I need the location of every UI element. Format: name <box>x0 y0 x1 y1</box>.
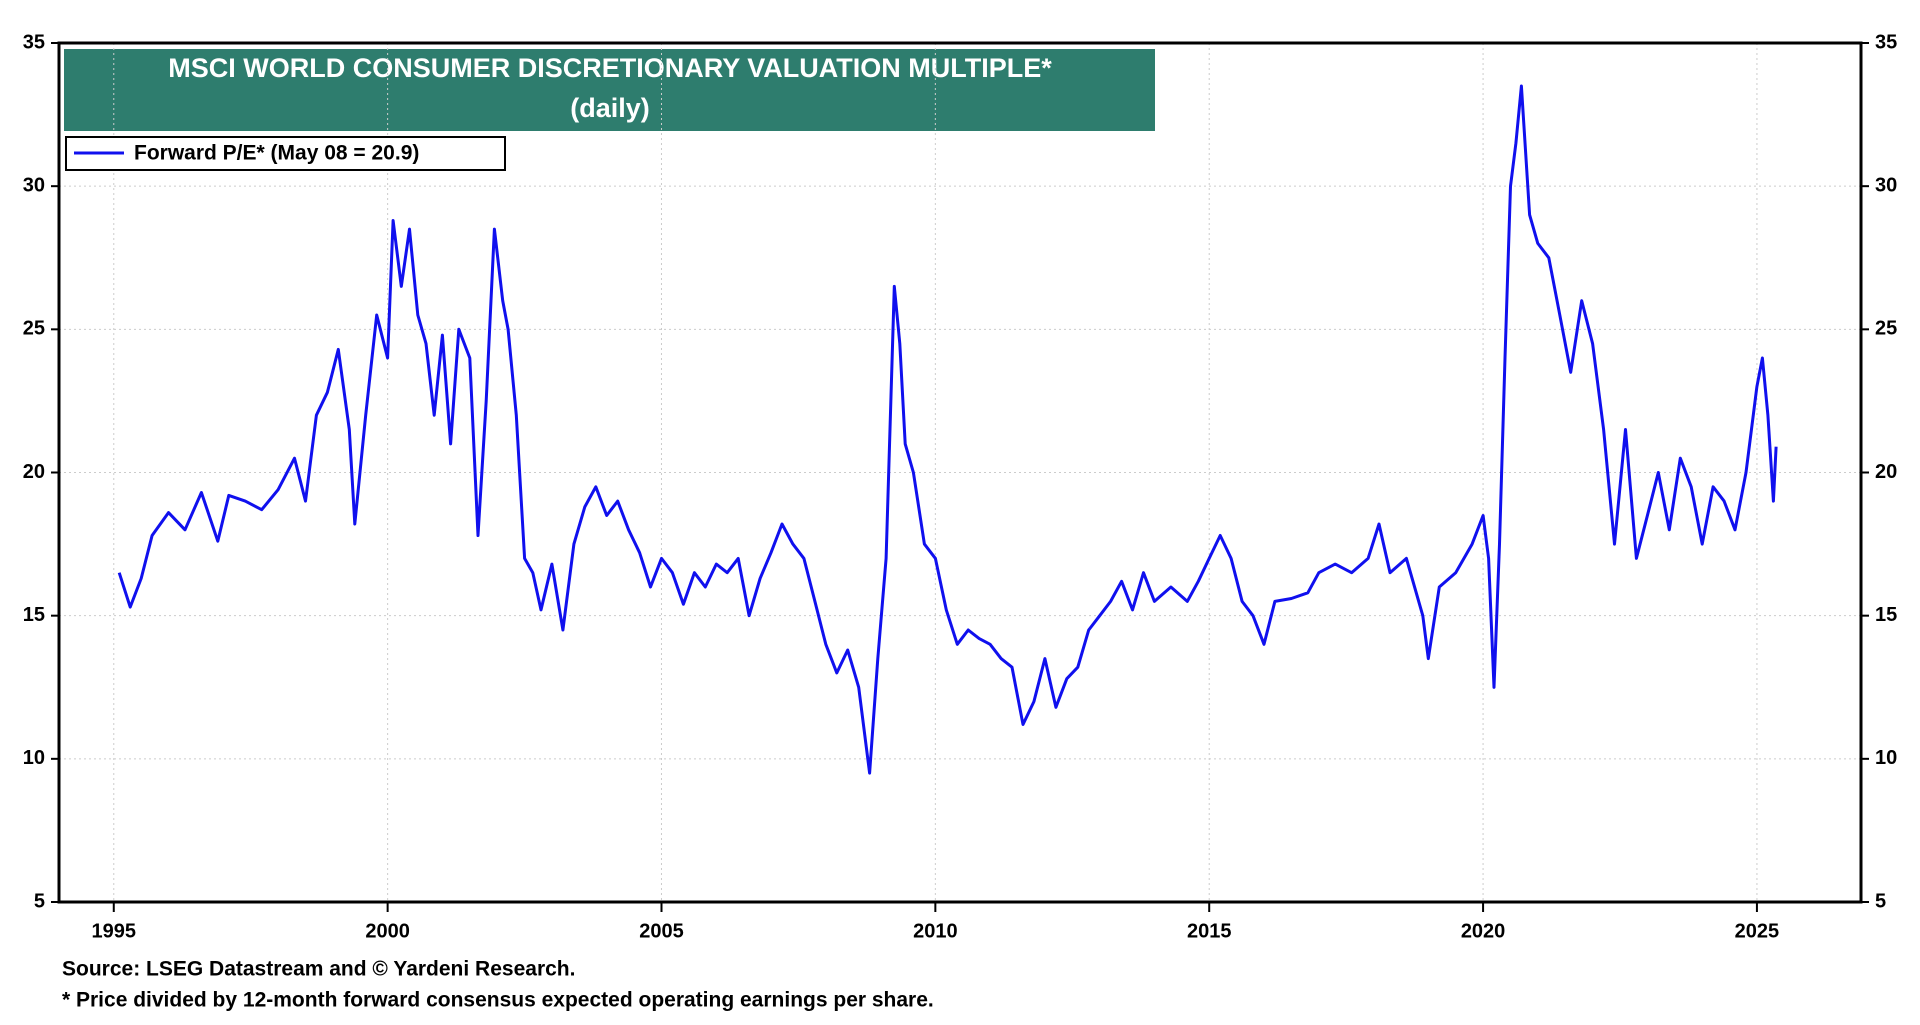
x-tick-label: 2015 <box>1187 920 1232 942</box>
legend-box <box>65 136 506 171</box>
y2-tick-label: 35 <box>1875 31 1897 53</box>
y2-tick-label: 25 <box>1875 318 1897 340</box>
x-tick-label: 2010 <box>913 920 958 942</box>
x-tick-label: 2000 <box>365 920 410 942</box>
y-tick-label: 20 <box>23 461 45 483</box>
plot-frame <box>57 41 1863 904</box>
x-tick-label: 2020 <box>1461 920 1506 942</box>
chart-title: MSCI WORLD CONSUMER DISCRETIONARY VALUAT… <box>168 53 1052 83</box>
x-tick-label: 1995 <box>92 920 137 942</box>
series-line <box>117 84 1778 775</box>
y-tick-label: 5 <box>34 890 45 912</box>
x-tick-label: 2005 <box>639 920 684 942</box>
y2-tick-label: 10 <box>1875 747 1897 769</box>
title-box <box>64 49 1155 131</box>
footnote: * Price divided by 12-month forward cons… <box>62 989 934 1012</box>
y-tick-label: 35 <box>23 31 45 53</box>
y2-tick-label: 30 <box>1875 174 1897 196</box>
y-tick-label: 10 <box>23 747 45 769</box>
source-note: Source: LSEG Datastream and © Yardeni Re… <box>62 958 575 981</box>
legend-label: Forward P/E* (May 08 = 20.9) <box>134 142 419 165</box>
y-tick-label: 25 <box>23 318 45 340</box>
chart-subtitle: (daily) <box>570 93 650 123</box>
y2-tick-label: 5 <box>1875 890 1886 912</box>
y-tick-label: 30 <box>23 174 45 196</box>
y2-tick-label: 15 <box>1875 604 1897 626</box>
y2-tick-label: 20 <box>1875 461 1897 483</box>
y-tick-label: 15 <box>23 604 45 626</box>
x-tick-label: 2025 <box>1735 920 1780 942</box>
